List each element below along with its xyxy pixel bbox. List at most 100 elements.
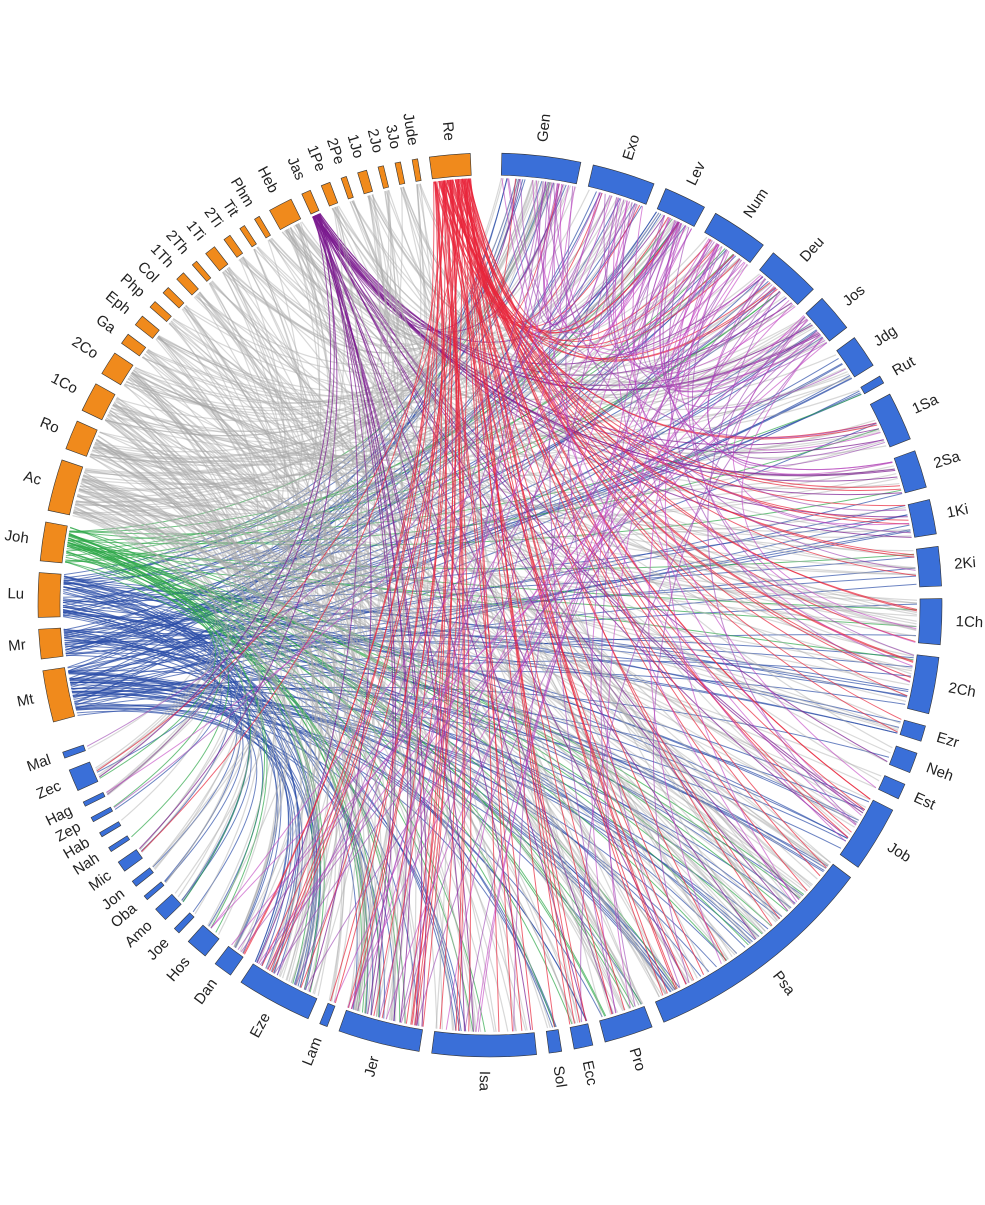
cross-reference-chord — [96, 178, 469, 772]
cross-reference-chord — [63, 581, 858, 823]
cross-reference-chord — [600, 222, 682, 1007]
book-arc — [836, 337, 874, 378]
cross-reference-chord — [65, 652, 216, 773]
cross-reference-chord — [63, 581, 796, 904]
cross-reference-chord — [464, 258, 741, 1032]
book-label: 2Sa — [932, 448, 963, 472]
cross-reference-chord — [227, 267, 916, 570]
cross-reference-chord — [78, 488, 907, 702]
book-label: Sol — [550, 1065, 570, 1089]
book-label: Rut — [889, 353, 918, 380]
book-arc — [839, 799, 894, 868]
cross-reference-chord — [535, 180, 795, 905]
cross-reference-chord — [415, 178, 469, 1026]
cross-reference-chord — [78, 487, 577, 1024]
cross-reference-chord — [91, 182, 552, 459]
book-label: Isa — [476, 1071, 493, 1092]
cross-reference-chord — [127, 338, 825, 441]
cross-reference-chord — [333, 254, 735, 1003]
book-label: Deu — [797, 234, 828, 266]
cross-reference-chord — [443, 180, 687, 985]
book-label: Gen — [534, 113, 554, 143]
cross-reference-chord — [126, 380, 666, 995]
book-arc — [377, 165, 390, 189]
cross-reference-chord — [156, 336, 860, 821]
book-arc — [101, 352, 134, 386]
cross-reference-chord — [62, 599, 753, 943]
cross-reference-chord — [318, 213, 757, 940]
cross-reference-chord — [66, 551, 252, 903]
cross-reference-chord — [237, 228, 693, 951]
cross-reference-chord — [73, 510, 807, 893]
book-arc — [155, 893, 182, 921]
cross-reference-chord — [67, 541, 728, 961]
cross-reference-chord — [242, 256, 399, 1021]
book-label: Jude — [399, 112, 421, 147]
cross-reference-chord — [93, 445, 918, 612]
cross-reference-chord — [240, 257, 802, 899]
cross-reference-chord — [158, 335, 366, 1011]
cross-reference-chord — [83, 282, 772, 485]
cross-reference-chord — [104, 419, 260, 902]
book-label: Ecc — [579, 1059, 601, 1087]
cross-reference-chord — [116, 181, 549, 422]
cross-reference-chord — [185, 305, 395, 1021]
book-arc — [214, 945, 244, 976]
book-label: Mt — [15, 690, 36, 710]
book-arc — [65, 420, 98, 457]
cross-reference-chord — [239, 248, 327, 952]
book-arc — [899, 719, 926, 742]
cross-reference-chord — [297, 223, 887, 459]
cross-reference-chord — [77, 493, 219, 771]
book-arc — [869, 393, 911, 448]
cross-reference-chord — [92, 446, 361, 1010]
cross-reference-chord — [63, 179, 526, 585]
cross-reference-chord — [295, 183, 559, 986]
cross-reference-chord — [63, 575, 318, 988]
cross-reference-chord — [109, 409, 320, 986]
cross-reference-chord — [170, 320, 759, 938]
cross-reference-chord — [560, 186, 631, 329]
cross-reference-chord — [256, 246, 916, 569]
cross-reference-chord — [243, 180, 445, 954]
cross-reference-chord — [67, 541, 265, 929]
cross-reference-chord — [63, 593, 242, 882]
cross-reference-chord — [80, 482, 472, 1032]
cross-reference-chord — [139, 283, 281, 850]
cross-reference-chord — [107, 414, 310, 977]
cross-reference-chord — [63, 614, 300, 974]
cross-reference-chord — [417, 184, 579, 1024]
cross-reference-chord — [153, 187, 403, 869]
cross-reference-chord — [75, 704, 292, 963]
cross-reference-chord — [565, 186, 681, 988]
cross-reference-chord — [107, 180, 540, 433]
cross-reference-chord — [70, 684, 304, 976]
cross-reference-chord — [127, 378, 517, 1032]
cross-reference-chord — [402, 186, 603, 1018]
book-arc — [704, 212, 764, 263]
cross-reference-chord — [70, 681, 279, 949]
cross-reference-chord — [269, 238, 733, 958]
book-arc — [191, 260, 212, 282]
cross-reference-chord — [165, 267, 296, 884]
book-label: Jdg — [871, 322, 901, 350]
cross-reference-chord — [319, 213, 813, 386]
cross-reference-chord — [68, 537, 325, 993]
cross-reference-chord — [226, 268, 881, 454]
book-arc — [545, 1029, 563, 1054]
cross-reference-chord — [71, 684, 847, 842]
cross-reference-chord — [74, 506, 319, 988]
book-arc — [187, 924, 220, 957]
cross-reference-chord — [73, 197, 619, 514]
cross-reference-chord — [89, 455, 263, 915]
cross-reference-chord — [157, 335, 630, 1009]
cross-reference-chord — [72, 514, 882, 777]
chords — [62, 178, 918, 1033]
cross-reference-chord — [141, 227, 322, 853]
cross-reference-chord — [106, 223, 683, 793]
cross-reference-chord — [63, 615, 909, 692]
cross-reference-chord — [73, 511, 913, 672]
cross-reference-chord — [67, 543, 474, 1032]
cross-reference-chord — [81, 479, 576, 1024]
